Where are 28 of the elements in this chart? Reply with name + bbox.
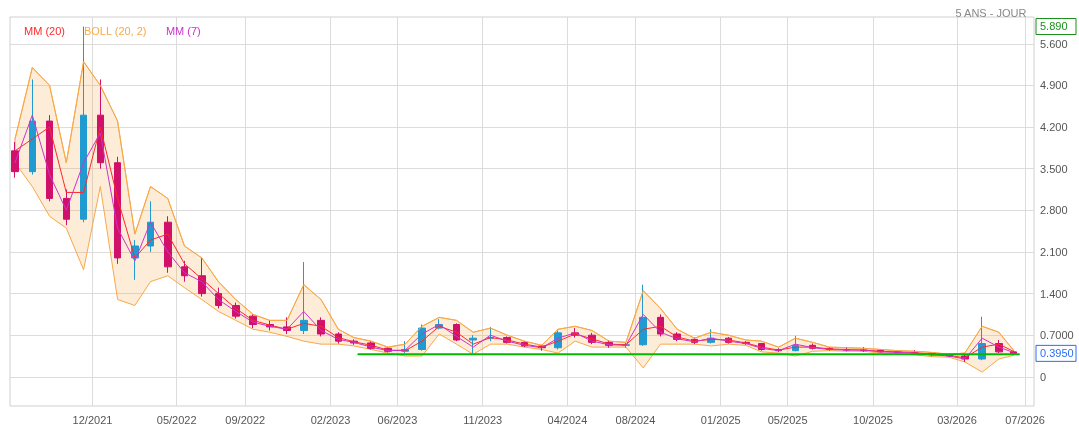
x-tick-label: 07/2026	[1005, 413, 1045, 426]
text: MM (7)	[165, 25, 201, 37]
x-tick-label: 05/2025	[767, 413, 808, 426]
text: 0.3950	[1040, 346, 1074, 359]
text: MM (20)	[24, 25, 65, 37]
x-tick-label: 12/2021	[72, 413, 113, 426]
x-tick-label: 04/2024	[547, 413, 588, 426]
text: BOLL (20, 2)	[83, 25, 147, 37]
text: 5.890	[1040, 20, 1068, 33]
x-tick-label: 06/2023	[377, 413, 418, 426]
y-tick-label: 0.7000	[1040, 329, 1074, 342]
x-tick-label: 03/2026	[937, 413, 977, 426]
x-tick-label: 05/2022	[156, 413, 197, 426]
x-tick-label: 10/2025	[853, 413, 893, 426]
y-tick-label: 4.200	[1040, 121, 1068, 134]
x-tick-label: 09/2022	[225, 413, 266, 426]
x-tick-label: 01/2025	[700, 413, 741, 426]
y-tick-label: 5.600	[1040, 37, 1068, 50]
y-tick-label: 1.400	[1040, 287, 1068, 300]
y-tick-label: 3.500	[1040, 162, 1068, 175]
y-tick-label: 2.100	[1040, 245, 1068, 258]
x-tick-label: 11/2023	[463, 413, 503, 426]
y-tick-label: 2.800	[1040, 204, 1068, 217]
x-tick-label: 02/2023	[310, 413, 351, 426]
x-tick-label: 08/2024	[615, 413, 656, 426]
chart-subtitle: 5 ANS - JOUR	[955, 6, 1027, 19]
y-tick-label: 4.900	[1040, 79, 1068, 92]
y-tick-label: 0	[1040, 370, 1047, 383]
